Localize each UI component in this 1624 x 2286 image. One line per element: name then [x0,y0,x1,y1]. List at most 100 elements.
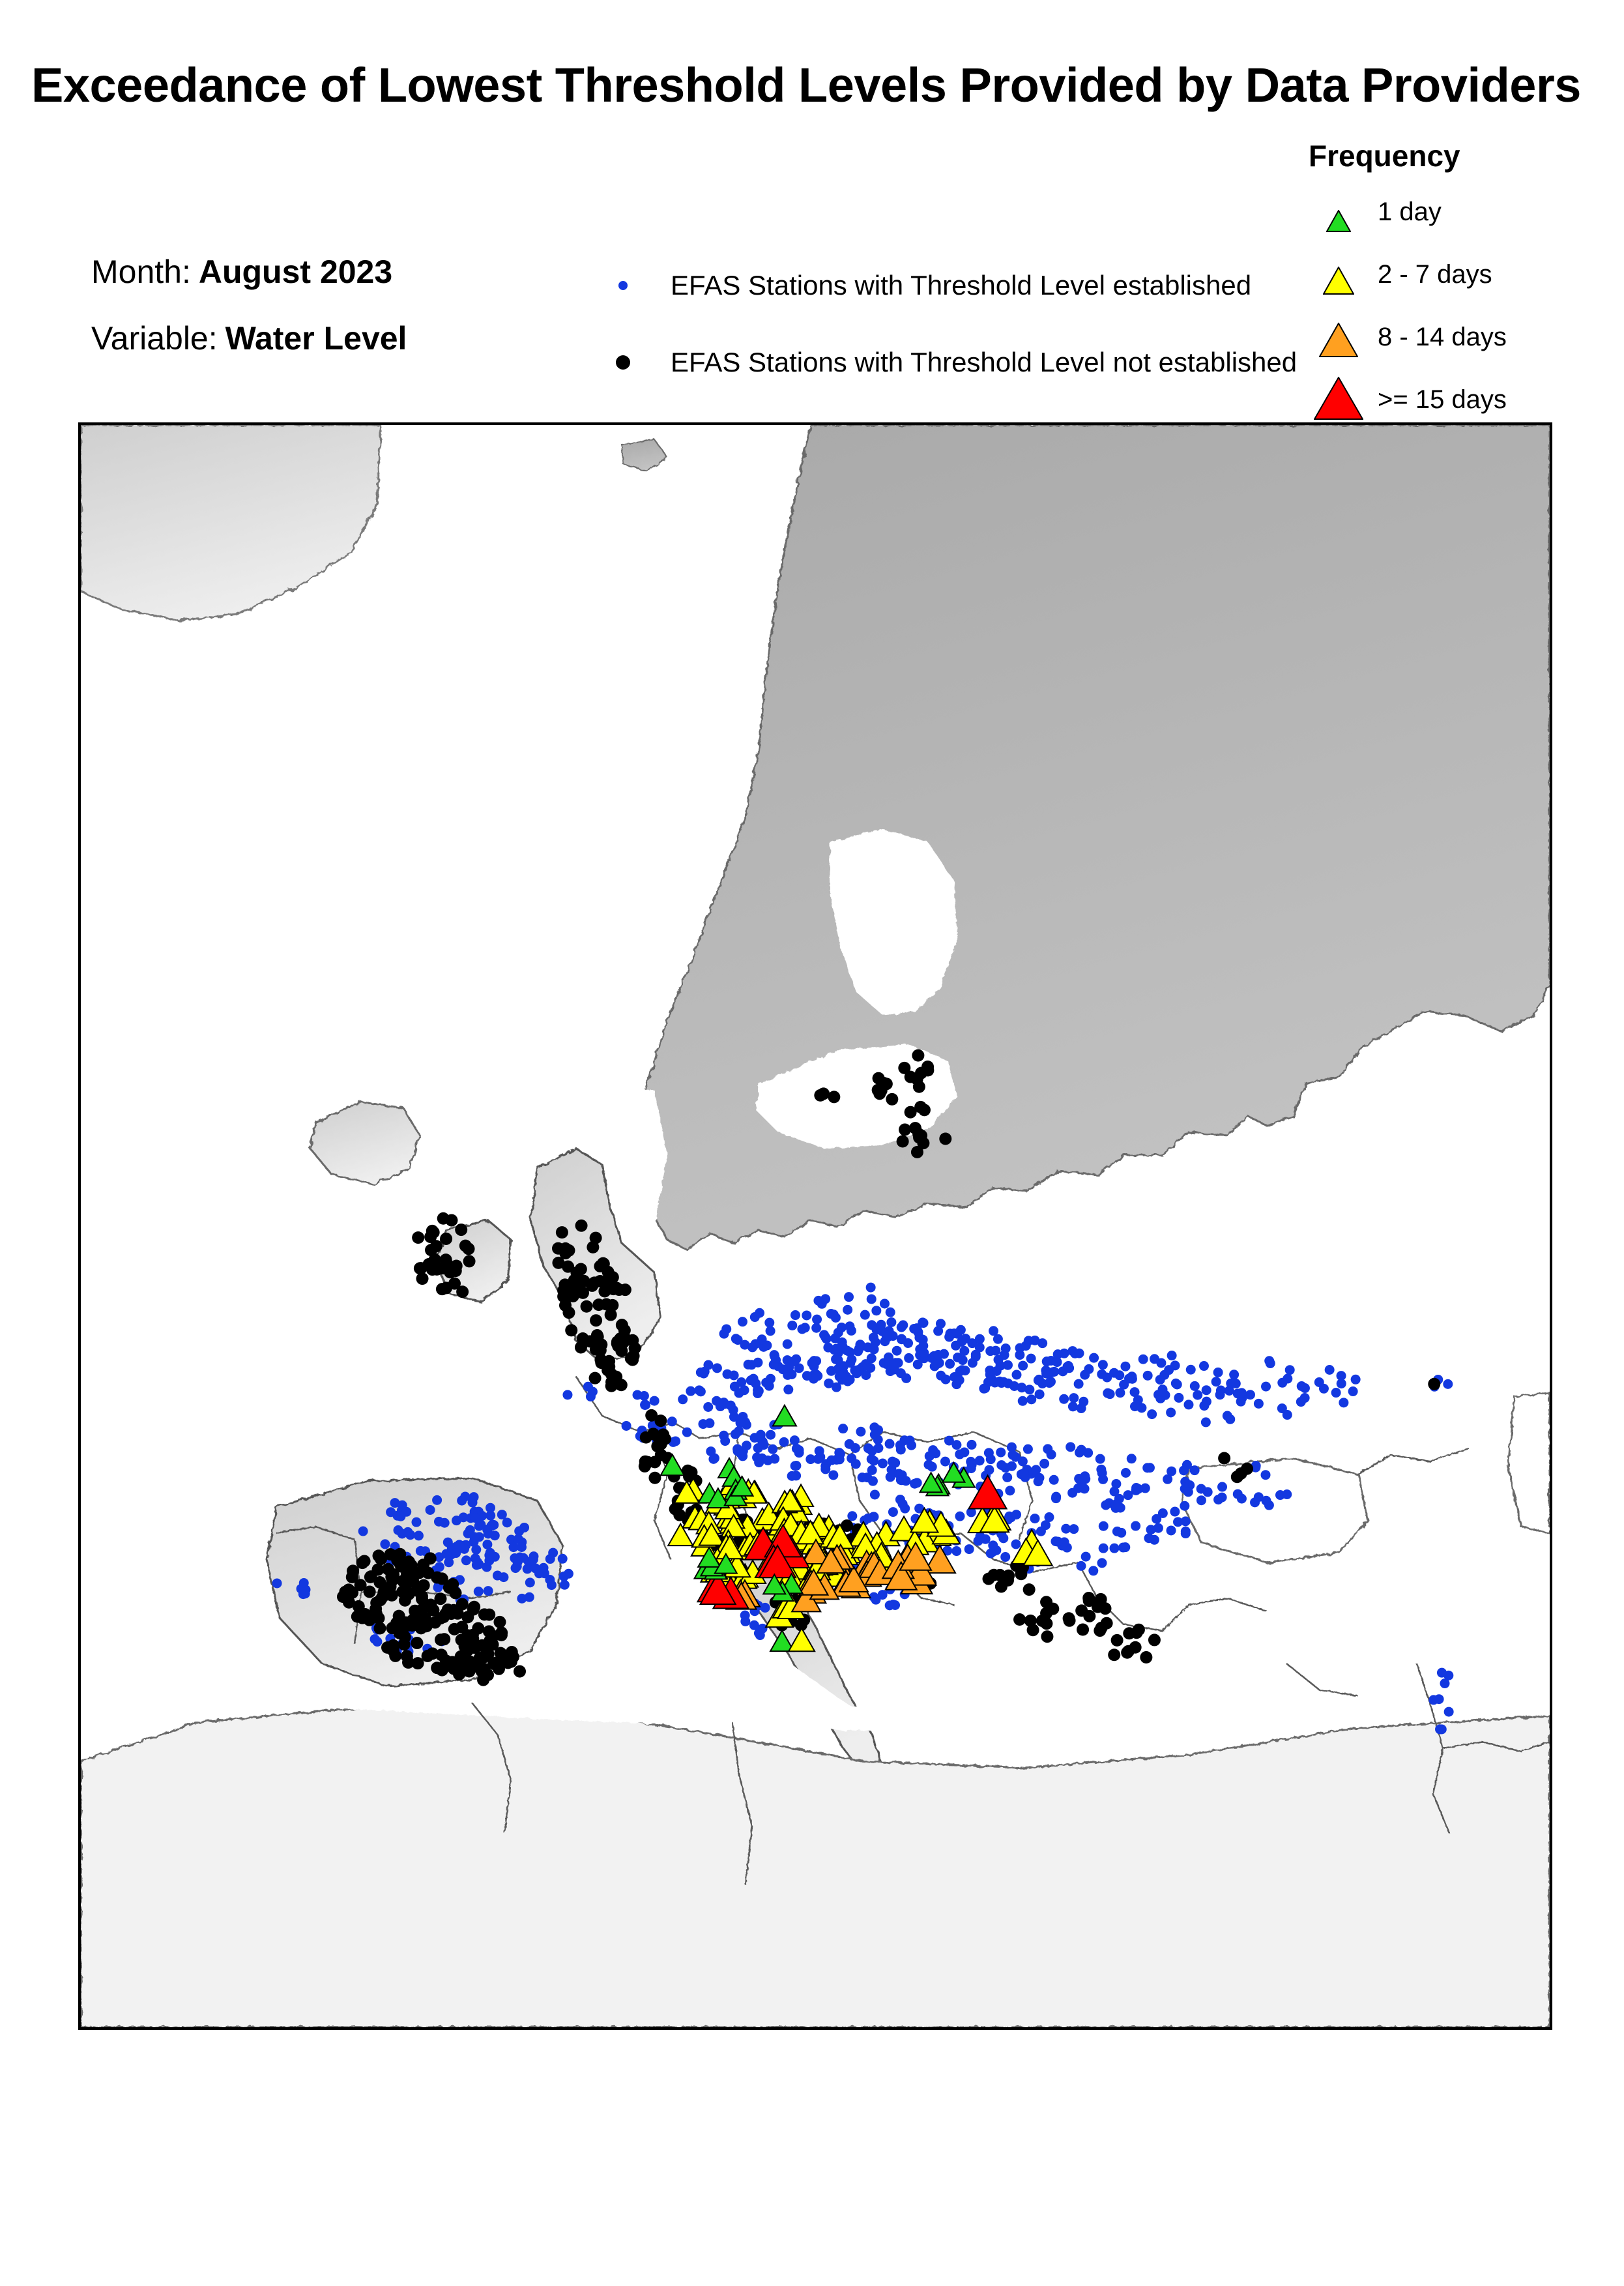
station-marker-established[interactable] [869,1344,879,1355]
station-marker-established[interactable] [1150,1354,1160,1364]
station-marker-established[interactable] [1261,1495,1271,1506]
station-marker-established[interactable] [832,1382,842,1392]
station-marker-established[interactable] [760,1602,770,1613]
station-marker-established[interactable] [432,1495,442,1505]
station-marker-established[interactable] [1030,1514,1040,1524]
station-marker-established[interactable] [1142,1370,1153,1381]
station-marker-established[interactable] [508,1542,519,1553]
station-marker-established[interactable] [502,1517,512,1528]
station-marker-not-established[interactable] [436,1262,449,1275]
station-marker-established[interactable] [640,1399,650,1410]
station-marker-established[interactable] [951,1440,962,1450]
station-marker-established[interactable] [396,1511,406,1521]
station-marker-established[interactable] [403,1527,413,1537]
station-marker-established[interactable] [990,1377,1000,1388]
station-marker-established[interactable] [1030,1335,1040,1345]
station-marker-established[interactable] [1183,1487,1193,1497]
station-marker-established[interactable] [1299,1393,1310,1403]
station-marker-established[interactable] [998,1533,1009,1544]
station-marker-established[interactable] [1189,1381,1200,1391]
station-marker-established[interactable] [871,1306,882,1316]
station-marker-established[interactable] [706,1446,716,1457]
exceedance-marker-1-day[interactable] [706,1487,731,1509]
station-marker-not-established[interactable] [654,1437,667,1450]
exceedance-marker-2-7-days[interactable] [755,1501,783,1525]
station-marker-established[interactable] [860,1310,870,1320]
station-marker-established[interactable] [940,1374,951,1385]
station-marker-established[interactable] [528,1554,538,1564]
station-marker-not-established[interactable] [446,1578,459,1591]
station-marker-established[interactable] [1000,1343,1011,1354]
station-marker-established[interactable] [1213,1367,1223,1377]
station-marker-established[interactable] [1052,1349,1063,1360]
station-marker-established[interactable] [1277,1403,1287,1414]
station-marker-established[interactable] [1037,1338,1048,1349]
station-marker-not-established[interactable] [435,1283,448,1296]
station-marker-not-established[interactable] [645,1409,658,1422]
station-marker-established[interactable] [474,1521,484,1531]
station-marker-established[interactable] [1350,1374,1361,1385]
station-marker-not-established[interactable] [362,1613,375,1626]
exceedance-marker-2-7-days[interactable] [979,1505,1010,1533]
station-marker-established[interactable] [957,1365,967,1375]
station-marker-established[interactable] [966,1439,977,1450]
station-marker-not-established[interactable] [354,1579,367,1592]
station-marker-established[interactable] [1098,1543,1109,1553]
station-marker-established[interactable] [861,1370,871,1381]
station-marker-not-established[interactable] [914,1100,927,1113]
station-marker-established[interactable] [914,1332,925,1343]
station-marker-established[interactable] [1005,1486,1015,1496]
station-marker-established[interactable] [761,1377,772,1388]
station-marker-established[interactable] [433,1582,443,1592]
station-marker-established[interactable] [974,1334,985,1344]
station-marker-established[interactable] [1155,1375,1165,1385]
station-marker-not-established[interactable] [505,1645,518,1658]
station-marker-established[interactable] [955,1511,965,1521]
station-marker-not-established[interactable] [915,1129,928,1142]
station-marker-established[interactable] [1174,1392,1184,1403]
station-marker-established[interactable] [1138,1354,1148,1364]
station-marker-established[interactable] [1170,1506,1180,1517]
station-marker-established[interactable] [876,1319,886,1330]
exceedance-marker-8-14-days[interactable] [838,1565,869,1592]
station-marker-established[interactable] [1111,1478,1122,1489]
station-marker-not-established[interactable] [648,1471,661,1484]
station-marker-not-established[interactable] [904,1106,917,1119]
station-marker-not-established[interactable] [606,1298,619,1312]
station-marker-established[interactable] [820,1464,831,1474]
station-marker-established[interactable] [984,1465,994,1475]
station-marker-established[interactable] [1011,1539,1021,1549]
station-marker-established[interactable] [1277,1377,1288,1388]
station-marker-established[interactable] [720,1436,731,1446]
station-marker-established[interactable] [885,1307,895,1317]
station-marker-established[interactable] [1217,1492,1227,1502]
station-marker-established[interactable] [966,1507,976,1517]
station-marker-established[interactable] [757,1334,767,1345]
station-marker-established[interactable] [1103,1388,1113,1398]
station-marker-not-established[interactable] [413,1566,426,1579]
station-marker-established[interactable] [1253,1398,1264,1409]
exceedance-marker-2-7-days[interactable] [667,1522,694,1547]
station-marker-not-established[interactable] [1022,1583,1036,1596]
station-marker-established[interactable] [838,1424,848,1434]
station-marker-established[interactable] [722,1369,732,1379]
station-marker-established[interactable] [1173,1517,1183,1527]
station-marker-established[interactable] [1006,1442,1017,1452]
station-marker-established[interactable] [787,1471,797,1481]
station-marker-established[interactable] [1124,1373,1135,1384]
station-marker-established[interactable] [892,1345,902,1356]
station-marker-established[interactable] [924,1451,935,1461]
station-marker-established[interactable] [1089,1353,1099,1363]
station-marker-established[interactable] [884,1600,895,1611]
station-marker-established[interactable] [996,1460,1007,1471]
station-marker-established[interactable] [1193,1390,1203,1400]
station-marker-established[interactable] [794,1363,804,1373]
station-marker-established[interactable] [1133,1395,1143,1405]
station-marker-not-established[interactable] [589,1231,602,1244]
station-marker-established[interactable] [703,1401,714,1412]
station-marker-established[interactable] [1109,1543,1120,1553]
station-marker-not-established[interactable] [1024,1614,1037,1627]
station-marker-not-established[interactable] [1140,1651,1153,1664]
exceedance-marker-1-day[interactable] [697,1546,721,1568]
station-marker-established[interactable] [824,1378,834,1388]
